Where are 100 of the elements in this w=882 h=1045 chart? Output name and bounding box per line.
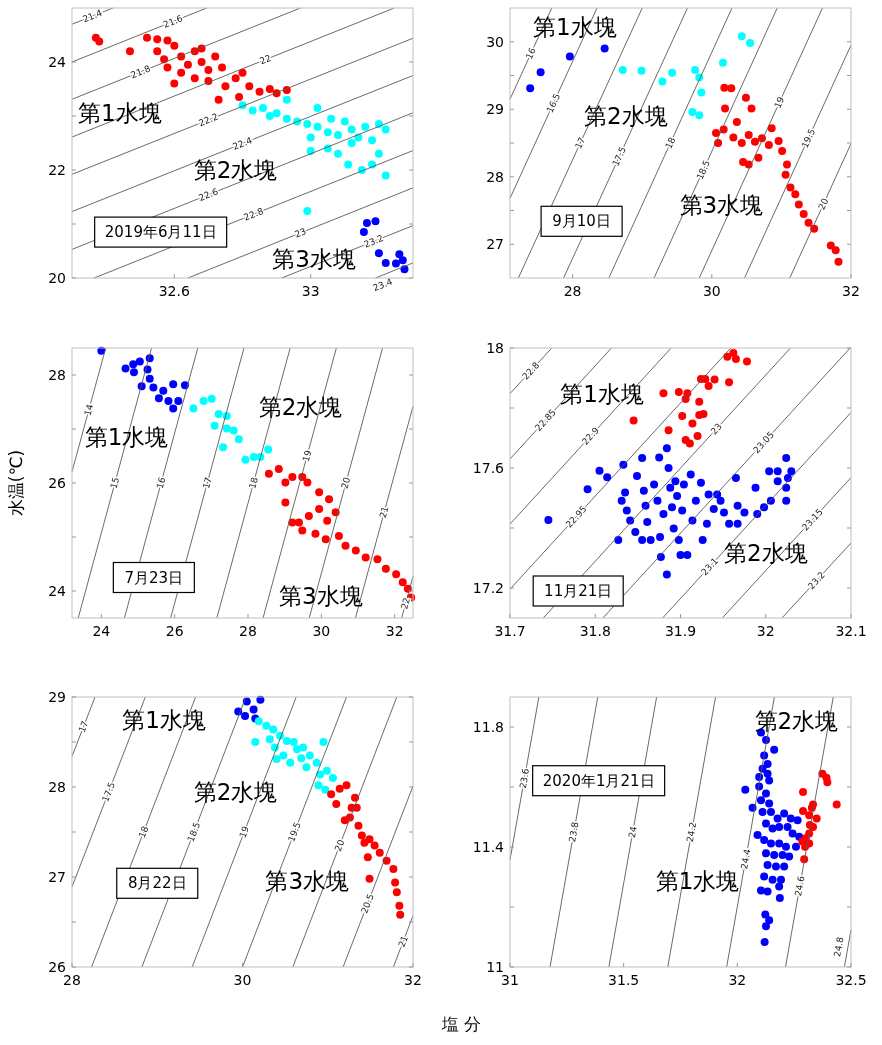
point [697,88,706,97]
point [210,421,219,430]
text: 20 [339,475,353,490]
point [328,774,337,782]
point [374,149,383,158]
y-tick-label: 28 [48,367,66,383]
point [207,394,216,403]
point [711,128,720,137]
point [333,149,342,158]
point [365,874,374,883]
point [618,66,627,75]
y-tick-label: 18 [486,340,504,356]
point [760,938,769,947]
y-tick-label: 11.8 [472,719,504,735]
point [381,564,390,573]
x-tick-label: 28 [239,623,257,639]
point [303,120,312,129]
point [664,426,673,435]
point [299,743,308,752]
point [371,217,380,226]
point [323,128,332,137]
point [747,104,756,113]
text: 2020年1月21日 [542,771,655,790]
point [199,396,208,405]
point [334,531,343,540]
text: 18 [247,475,260,490]
text: 16 [154,475,168,490]
text: 22 [399,596,412,611]
x-tick-label: 31.9 [664,623,697,639]
text: 22.4 [231,135,254,152]
point [791,842,800,851]
y-tick-label: 29 [48,689,66,705]
point [788,829,797,838]
annotation: 第2水塊 [193,157,278,183]
point [793,816,802,825]
point [794,200,803,209]
y-axis-title: 水温(℃) [6,449,26,517]
point [741,93,750,102]
point [204,66,213,75]
point [272,755,281,764]
point [761,789,770,798]
y-tick-label: 11 [486,959,504,975]
point [758,807,767,816]
annotation: 第3水塊 [279,583,363,610]
point [391,878,400,887]
text: 8月22日 [127,874,187,893]
point [327,114,336,123]
point [761,910,770,919]
point [169,404,178,413]
point [332,800,341,809]
x-tick-label: 30 [233,972,252,988]
point [251,738,260,746]
point [359,228,368,237]
text: 21.8 [129,63,152,81]
point [731,355,740,364]
point [154,394,163,403]
x-tick-label: 32 [842,283,860,299]
point [214,95,223,104]
point [695,111,704,120]
point [799,209,808,218]
point [322,766,331,775]
point [354,821,363,830]
text: 19.5 [286,820,303,844]
point [164,396,173,405]
point [766,839,775,848]
point [760,872,769,881]
point [365,835,374,844]
point [272,109,281,118]
point [297,754,306,763]
point [767,124,776,133]
y-tick-label: 26 [48,475,67,491]
y-tick-label: 17.6 [472,460,505,476]
x-tick-label: 28 [63,972,81,988]
point [725,378,734,387]
point [782,160,791,169]
x-tick-label: 24 [92,623,111,639]
point [325,495,334,504]
point [286,758,295,767]
point [766,807,775,816]
point [361,122,370,131]
point [760,836,769,845]
point [265,112,274,120]
point [214,409,223,418]
point [282,95,291,104]
point [768,875,777,884]
point [754,153,763,162]
point [699,410,708,418]
point [255,87,264,96]
point [229,426,238,435]
annotation: 第1水塊 [77,100,162,127]
point [786,814,795,823]
text: 22.8 [242,205,265,223]
text: 23.8 [567,821,581,843]
point [235,93,244,102]
text: 20.5 [359,892,376,915]
point [218,63,227,72]
point [765,776,774,785]
point [637,66,646,75]
point [248,106,257,115]
point [780,809,789,818]
